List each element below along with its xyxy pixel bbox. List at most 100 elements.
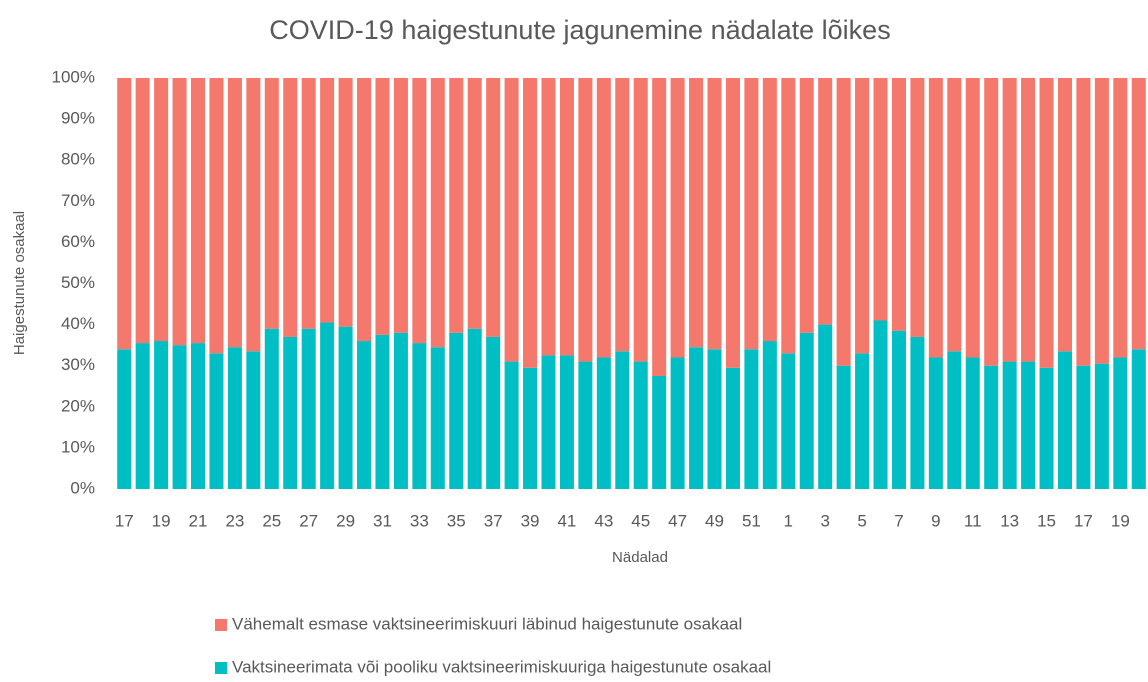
bar-segment: [836, 78, 851, 366]
legend-label: Vähemalt esmase vaktsineerimiskuuri läbi…: [232, 614, 742, 633]
bar-segment: [227, 347, 242, 489]
bar-segment: [449, 332, 464, 489]
bar-segment: [1094, 78, 1109, 364]
x-tick-label: 17: [1074, 511, 1093, 530]
bar-segment: [1039, 78, 1054, 368]
x-tick-label: 19: [1111, 511, 1130, 530]
bar-segment: [891, 78, 906, 331]
x-tick-label: 49: [705, 511, 724, 530]
bar-segment: [1131, 78, 1146, 350]
x-tick-label: 39: [521, 511, 540, 530]
bar-segment: [172, 345, 187, 489]
x-tick-label: 9: [931, 511, 940, 530]
x-tick-label: 33: [410, 511, 429, 530]
bar-segment: [725, 78, 740, 368]
bar-segment: [1002, 78, 1017, 362]
bar-segment: [725, 367, 740, 489]
bar-segment: [652, 78, 667, 376]
x-tick-label: 41: [557, 511, 576, 530]
bar-segment: [1021, 361, 1036, 489]
bar-segment: [375, 334, 390, 489]
x-tick-label: 35: [447, 511, 466, 530]
bar-segment: [1057, 78, 1073, 352]
bar-segment: [190, 78, 206, 344]
bar-segment: [412, 78, 427, 344]
x-tick-label: 17: [115, 511, 134, 530]
bar-segment: [523, 78, 538, 368]
bar-segment: [246, 78, 261, 352]
bar-segment: [504, 361, 519, 489]
bar-segment: [135, 78, 150, 344]
y-tick-label: 50%: [61, 273, 95, 292]
bar-segment: [947, 78, 962, 352]
bar-segment: [467, 78, 482, 329]
bar-segment: [781, 78, 796, 354]
bar-segment: [246, 351, 261, 489]
bar-segment: [633, 361, 648, 489]
y-tick-label: 0%: [70, 478, 95, 497]
bar-segment: [652, 375, 667, 489]
bar-segment: [1076, 78, 1091, 366]
x-tick-label: 31: [373, 511, 392, 530]
y-tick-label: 30%: [61, 355, 95, 374]
bar-segment: [615, 351, 630, 489]
bar-segment: [283, 336, 298, 489]
bar-segment: [836, 365, 851, 489]
x-tick-label: 23: [225, 511, 244, 530]
bar-segment: [430, 347, 445, 489]
bar-segment: [523, 367, 538, 489]
bar-segment: [541, 355, 556, 489]
bar-segment: [559, 78, 574, 356]
bar-segment: [264, 328, 279, 489]
bar-segment: [449, 78, 464, 333]
bar-segment: [707, 78, 722, 350]
x-tick-label: 29: [336, 511, 355, 530]
bar-segment: [1076, 365, 1091, 489]
bar-segment: [947, 351, 962, 489]
x-tick-label: 45: [631, 511, 650, 530]
bar-segment: [227, 78, 242, 348]
bar-segment: [615, 78, 630, 352]
bar-segment: [1021, 78, 1036, 362]
bar-segment: [965, 357, 980, 489]
bar-segment: [744, 78, 759, 350]
bar-segment: [154, 78, 169, 342]
bar-segment: [393, 78, 408, 333]
x-tick-label: 51: [742, 511, 761, 530]
bar-segment: [1057, 351, 1073, 489]
x-tick-label: 19: [152, 511, 171, 530]
x-axis-title: Nädalad: [612, 549, 668, 566]
bar-segment: [1002, 361, 1017, 489]
x-tick-label: 13: [1000, 511, 1019, 530]
bar-segment: [855, 353, 870, 489]
bar-segment: [781, 353, 796, 489]
bar-segment: [596, 357, 611, 489]
bar-segment: [910, 336, 925, 489]
bar-segment: [135, 343, 150, 489]
x-tick-label: 3: [820, 511, 829, 530]
bar-segment: [818, 324, 833, 489]
bar-segment: [910, 78, 925, 337]
bar-segment: [320, 78, 335, 323]
x-tick-label: 43: [594, 511, 613, 530]
bar-segment: [430, 78, 445, 348]
bar-segment: [486, 336, 501, 489]
bar-segment: [338, 78, 353, 327]
bar-segment: [1113, 357, 1128, 489]
bar-segment: [264, 78, 279, 329]
bar-segment: [689, 347, 704, 489]
bar-segment: [375, 78, 390, 335]
bar-segment: [855, 78, 870, 354]
bar-segment: [486, 78, 501, 337]
bar-segment: [209, 353, 224, 489]
legend-swatch: [215, 619, 227, 631]
x-tick-label: 5: [857, 511, 866, 530]
bar-segment: [504, 78, 519, 362]
bar-segment: [190, 343, 206, 489]
bar-segment: [762, 78, 777, 342]
y-tick-label: 100%: [52, 67, 95, 86]
bar-segment: [209, 78, 224, 354]
bar-segment: [984, 365, 999, 489]
bar-segment: [965, 78, 980, 358]
y-tick-label: 10%: [61, 437, 95, 456]
